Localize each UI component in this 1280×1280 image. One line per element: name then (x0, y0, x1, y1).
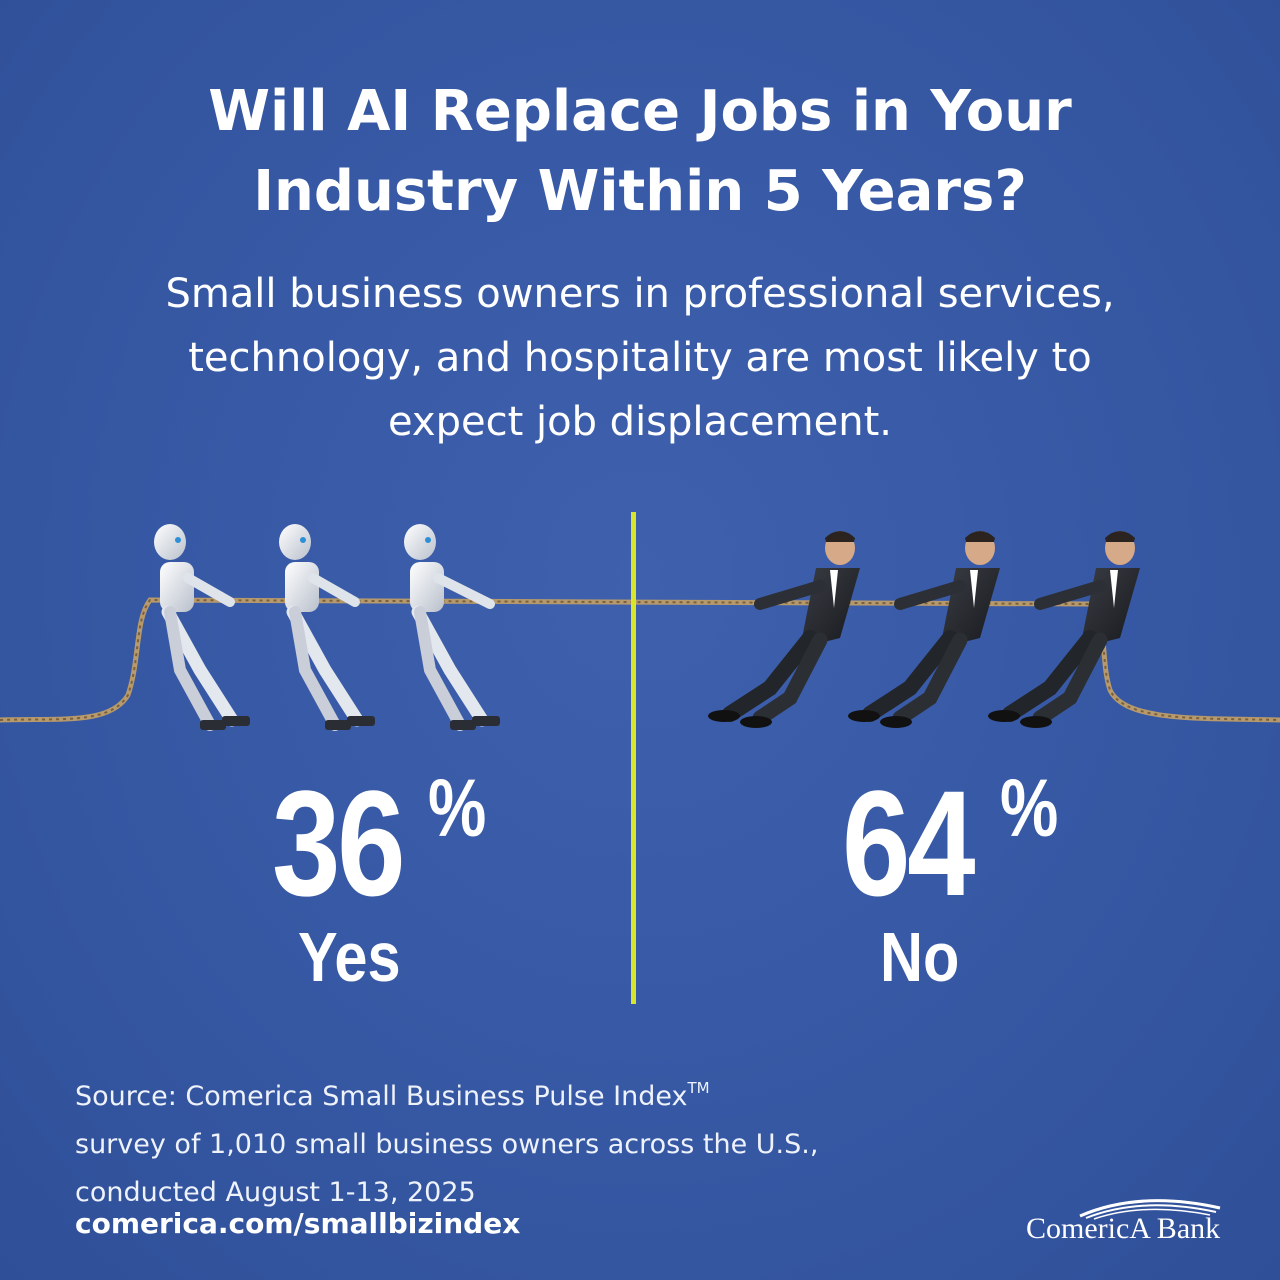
subtitle-line-1: Small business owners in professional se… (165, 271, 1115, 317)
page-title: Will AI Replace Jobs in Your Industry Wi… (0, 72, 1280, 232)
subtitle: Small business owners in professional se… (60, 262, 1220, 454)
trademark-mark: TM (687, 1079, 710, 1097)
source-line-3: conducted August 1-13, 2025 (75, 1177, 476, 1208)
source-line-1: Source: Comerica Small Business Pulse In… (75, 1079, 710, 1112)
title-line-1: Will AI Replace Jobs in Your (208, 79, 1072, 144)
source-note: Source: Comerica Small Business Pulse In… (75, 1064, 975, 1217)
businessman-icon (708, 531, 860, 728)
category-label-yes: Yes (298, 918, 401, 996)
data-label-no-value: 64 (842, 759, 976, 927)
tug-of-war-illustration (0, 524, 1280, 731)
source-url-link[interactable]: comerica.com/smallbizindex (75, 1207, 521, 1240)
robot-icon (404, 524, 500, 731)
robot-icon (279, 524, 375, 731)
data-label-yes-value: 36 (272, 759, 406, 927)
comerica-logo: ComericA Bank (1020, 1190, 1240, 1250)
percent-sign-no: % (1000, 763, 1059, 854)
robot-icon (154, 524, 250, 731)
category-label-no: No (880, 918, 960, 996)
title-line-2: Industry Within 5 Years? (253, 159, 1027, 224)
brand-name: ComericA Bank (1026, 1212, 1221, 1245)
subtitle-line-2: technology, and hospitality are most lik… (188, 335, 1092, 381)
logo-swoosh-icon (1079, 1199, 1221, 1220)
source-line-2: survey of 1,010 small business owners ac… (75, 1129, 819, 1160)
subtitle-line-3: expect job displacement. (388, 399, 892, 445)
businessman-icon (988, 531, 1140, 728)
center-divider (631, 512, 636, 1004)
businessman-icon (848, 531, 1000, 728)
percent-sign-yes: % (428, 763, 487, 854)
